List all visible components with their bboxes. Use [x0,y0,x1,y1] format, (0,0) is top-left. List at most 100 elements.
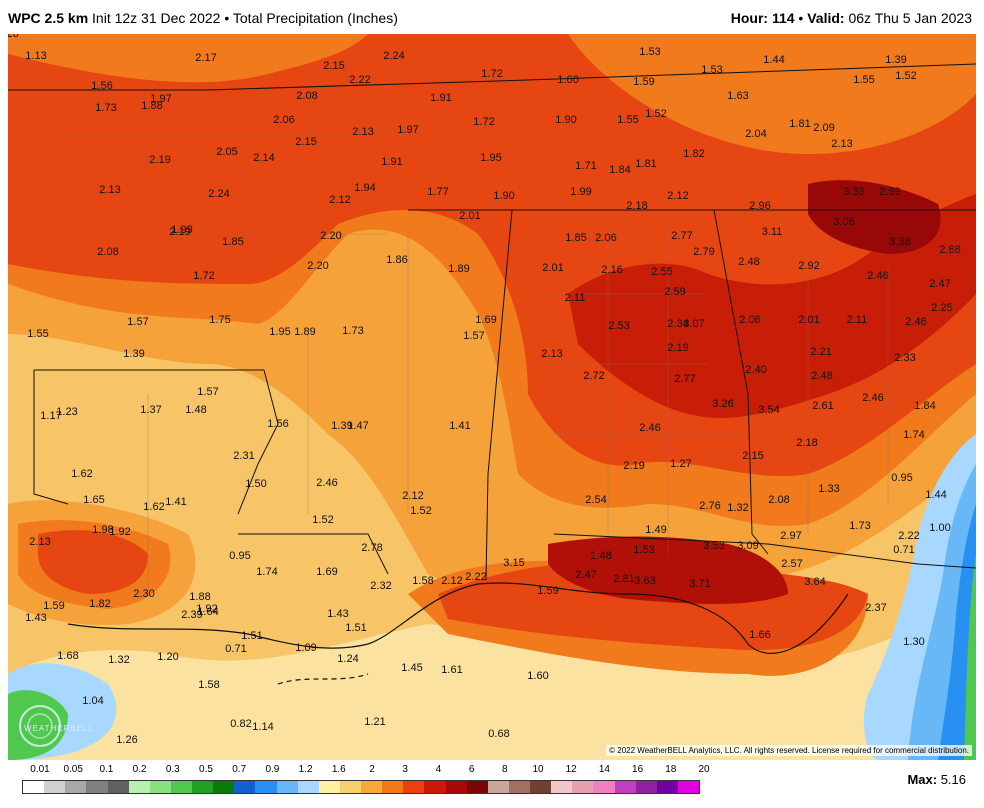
precip-value-label: 1.21 [364,716,386,728]
precip-value-label: 2.77 [674,373,696,385]
legend-swatch [44,781,66,793]
max-label: Max: [907,772,938,787]
hour-value: 114 [771,10,795,26]
header-bar: WPC 2.5 km Init 12z 31 Dec 2022 • Total … [0,0,984,34]
precip-value-label: 2.88 [939,244,961,256]
color-legend: 0.01 0.05 0.1 0.2 0.3 0.5 0.7 0.9 1.2 1.6 2 3 4 6 8 10 1… [22,764,710,800]
precip-value-label: 2.31 [233,450,255,462]
precip-value-label: 1.52 [312,514,334,526]
precip-value-label: 1.55 [617,114,639,126]
precip-value-label: 2.61 [812,400,834,412]
precip-value-label: 3.15 [503,557,525,569]
legend-tick-label: 0.2 [132,764,147,775]
precip-value-label: 2.20 [307,260,329,272]
precip-value-label: 1.98 [92,524,114,536]
precip-value-label: 1.32 [727,502,749,514]
precip-value-label: 1.92 [196,603,218,615]
precip-value-label: 2.46 [867,270,889,282]
precip-value-label: 1.94 [354,182,376,194]
precip-value-label: 1.39 [885,54,907,66]
product-name: Total Precipitation (Inches) [232,10,398,26]
legend-swatch [487,781,509,793]
precip-value-label: 2.47 [575,569,597,581]
legend-tick-label: 0.01 [30,764,50,775]
precip-value-label: 2.15 [323,60,345,72]
precip-value-label: 0.71 [893,544,915,556]
precip-value-label: 1.09 [295,642,317,654]
legend-swatch [403,781,425,793]
precip-value-label: 1.23 [56,406,78,418]
precip-value-label: 2.01 [542,262,564,274]
precip-value-label: 3.06 [833,216,855,228]
header-title: WPC 2.5 km Init 12z 31 Dec 2022 • Total … [8,10,398,26]
precip-value-label: 1.90 [493,190,515,202]
precip-value-label: 2.78 [361,542,383,554]
precip-value-label: 1.27 [670,458,692,470]
precip-value-label: 2.19 [623,460,645,472]
precip-value-label: 1.59 [43,600,65,612]
precip-value-label: 1.91 [381,156,403,168]
precip-value-label: 1.84 [914,400,936,412]
precip-value-label: 0.71 [225,643,247,655]
precip-value-label: 1.73 [95,102,117,114]
precip-value-label: 1.95 [269,326,291,338]
precip-value-label: 1.39 [331,420,353,432]
precip-value-label: 1.49 [645,524,667,536]
precip-value-label: 1.81 [789,118,811,130]
precip-value-label: 1.71 [575,160,597,172]
precip-value-label: 1.60 [527,670,549,682]
model-name: WPC 2.5 km [8,10,89,26]
legend-swatch [382,781,404,793]
legend-tick-label: 1.6 [331,764,346,775]
legend-tick-label: 12 [565,764,577,775]
precip-value-label: 1.13 [25,50,47,62]
precip-value-label: 0.95 [229,550,251,562]
precip-value-label: 2.37 [865,602,887,614]
precip-value-label: 2.19 [667,342,689,354]
precip-value-label: 1.72 [473,116,495,128]
precip-value-label: 1.73 [342,325,364,337]
precip-value-label: 1.81 [635,158,657,170]
precip-value-label: 2.13 [541,348,563,360]
precip-value-label: 2.19 [149,154,171,166]
precip-value-label: 1.53 [633,544,655,556]
precip-value-label: 2.12 [402,490,424,502]
legend-tick-label: 8 [502,764,508,775]
precip-value-label: 1.39 [123,348,145,360]
precip-value-label: 1.41 [449,420,471,432]
precip-value-label: 1.43 [25,612,47,624]
precip-value-label: 2.01 [798,314,820,326]
precip-value-label: 2.20 [320,230,342,242]
precip-value-label: 1.04 [82,695,104,707]
legend-swatch [466,781,488,793]
precip-value-label: 1.55 [27,328,49,340]
precip-value-label: 2.76 [699,500,721,512]
logo-text: WEATHERBELL [24,724,94,733]
legend-swatch [213,781,235,793]
precip-value-label: 2.48 [811,370,833,382]
precip-value-label: 1.57 [197,386,219,398]
precip-value-label: 1.50 [245,478,267,490]
legend-swatch [86,781,108,793]
precip-value-label: 1.91 [430,92,452,104]
precip-value-label: 1.00 [929,522,951,534]
precip-value-label: 1.89 [448,263,470,275]
legend-tick-label: 2 [369,764,375,775]
precip-value-label: 1.32 [108,654,130,666]
precip-value-label: 2.59 [664,286,686,298]
precip-value-label: 2.06 [739,314,761,326]
legend-tick-label: 1.2 [298,764,313,775]
precip-value-label: 2.06 [273,114,295,126]
precip-value-label: 2.48 [738,256,760,268]
legend-swatch [530,781,552,793]
legend-tick-label: 0.9 [265,764,280,775]
precip-value-label: 2.16 [601,264,623,276]
precip-value-label: 2.46 [862,392,884,404]
precip-value-label: 2.13 [352,126,374,138]
precip-value-label: 3.11 [761,226,783,238]
precip-value-label: 3.64 [804,576,826,588]
precip-value-label: 2.72 [583,370,605,382]
header-valid: Hour: 114 • Valid: 06z Thu 5 Jan 2023 [730,10,972,26]
precip-value-label: 2.12 [441,575,463,587]
precip-value-label: 1.82 [683,148,705,160]
